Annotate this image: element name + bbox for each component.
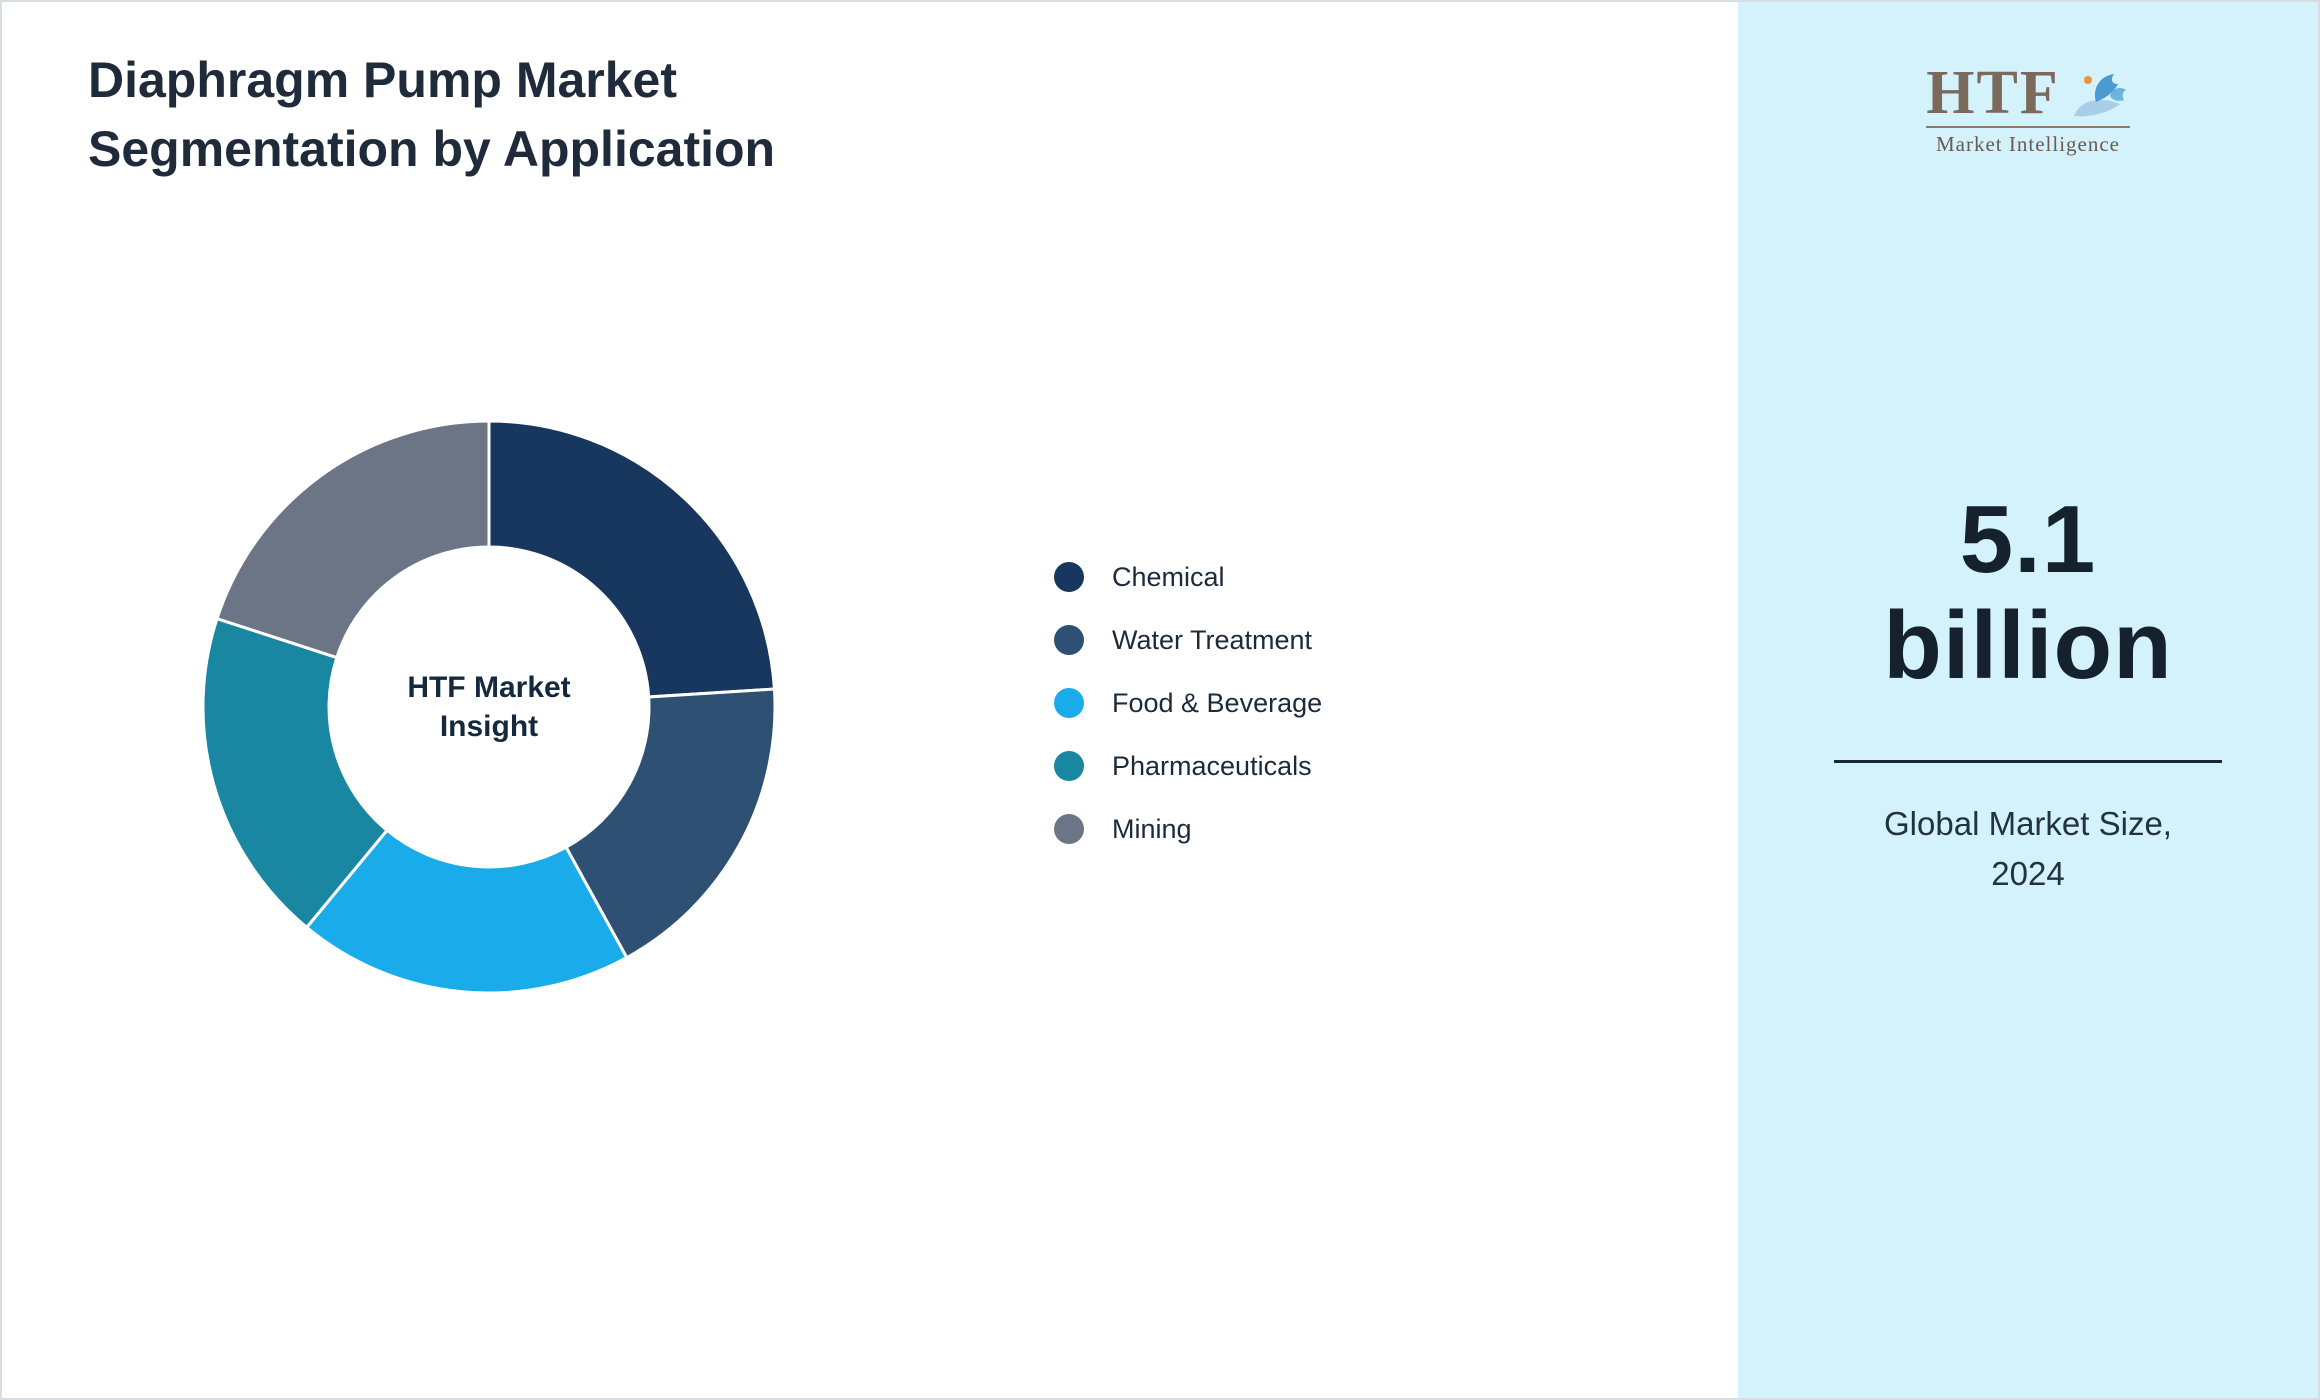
chart-legend: Chemical Water Treatment Food & Beverage Ph… — [1054, 562, 1322, 877]
legend-item-water-treatment: Water Treatment — [1054, 625, 1322, 655]
logo-text: HTF — [1926, 59, 2060, 127]
donut-slice-chemical — [487, 419, 777, 699]
market-size-caption-line2: 2024 — [1991, 854, 2065, 892]
legend-label: Water Treatment — [1112, 624, 1313, 655]
htf-logo: HTF Market Intelligence — [1926, 62, 2130, 157]
legend-item-food-beverage: Food & Beverage — [1054, 688, 1322, 718]
legend-label: Food & Beverage — [1112, 687, 1323, 718]
market-size-value: 5.1 billion — [1834, 487, 2222, 698]
legend-swatch — [1054, 688, 1084, 718]
donut-slice-water-treatment — [564, 687, 777, 960]
donut-center-label: HTF Market Insight — [359, 668, 619, 746]
donut-center-line1: HTF Market — [407, 671, 571, 704]
donut-slice-pharmaceuticals — [201, 616, 390, 930]
logo-row: HTF — [1926, 62, 2129, 124]
donut-chart-svg — [201, 419, 777, 995]
market-size-caption: Global Market Size, 2024 — [1834, 799, 2222, 898]
page-title: Diaphragm Pump Market Segmentation by Ap… — [88, 46, 775, 184]
right-panel: HTF Market Intelligence 5.1 billion Glob… — [1738, 2, 2318, 1398]
legend-swatch — [1054, 814, 1084, 844]
page-title-line2: Segmentation by Application — [88, 121, 776, 177]
dolphin-icon — [2073, 74, 2126, 117]
market-size-block: 5.1 billion Global Market Size, 2024 — [1834, 487, 2222, 898]
legend-swatch — [1054, 562, 1084, 592]
legend-swatch — [1054, 751, 1084, 781]
legend-item-chemical: Chemical — [1054, 562, 1322, 592]
logo-subtext: Market Intelligence — [1926, 126, 2130, 157]
divider-line — [1834, 760, 2222, 764]
donut-slice-food-beverage — [304, 828, 629, 995]
donut-slice-mining — [215, 419, 491, 660]
donut-center-line2: Insight — [439, 710, 539, 743]
donut-chart: HTF Market Insight — [199, 417, 779, 997]
legend-label: Pharmaceuticals — [1112, 750, 1312, 781]
legend-item-pharmaceuticals: Pharmaceuticals — [1054, 751, 1322, 781]
market-size-caption-line1: Global Market Size, — [1884, 805, 2172, 843]
legend-label: Mining — [1112, 813, 1192, 844]
page-title-line1: Diaphragm Pump Market — [88, 52, 678, 108]
market-size-value-line2: billion — [1883, 591, 2173, 699]
legend-swatch — [1054, 625, 1084, 655]
legend-item-mining: Mining — [1054, 814, 1322, 844]
market-size-value-line1: 5.1 — [1959, 486, 2097, 593]
chart-area: Diaphragm Pump Market Segmentation by Ap… — [2, 2, 1742, 1398]
legend-label: Chemical — [1112, 561, 1225, 592]
